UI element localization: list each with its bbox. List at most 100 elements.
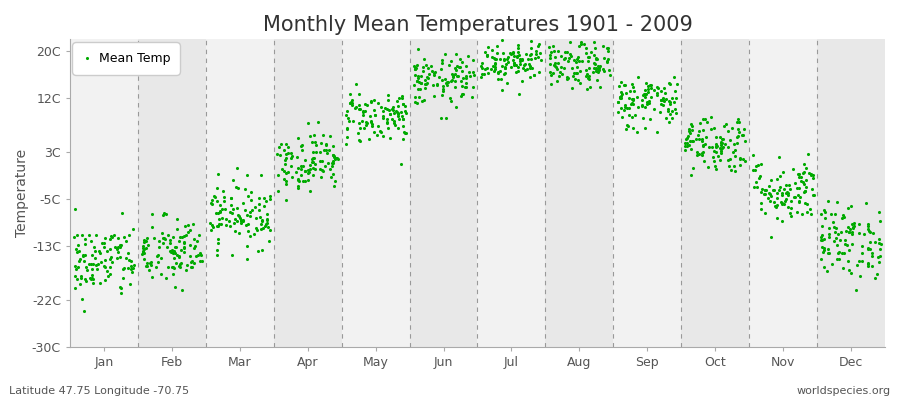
Mean Temp [161,264,176,270]
Mean Temp [656,95,670,101]
Mean Temp [738,138,752,144]
Mean Temp [762,183,777,190]
Mean Temp [253,214,267,220]
Mean Temp [758,191,772,197]
Mean Temp [841,204,855,211]
Mean Temp [680,140,694,146]
Mean Temp [124,263,139,269]
Mean Temp [303,166,318,172]
Mean Temp [730,119,744,125]
Mean Temp [307,132,321,138]
Mean Temp [792,185,806,192]
Mean Temp [823,250,837,256]
Mean Temp [284,163,298,169]
Mean Temp [380,106,394,112]
Mean Temp [668,106,682,112]
Mean Temp [271,188,285,195]
Mean Temp [226,177,240,183]
Mean Temp [664,95,679,102]
Mean Temp [99,248,113,254]
Mean Temp [438,76,453,82]
Mean Temp [738,157,752,164]
Mean Temp [710,153,724,159]
Mean Temp [534,57,548,63]
Mean Temp [763,197,778,204]
Mean Temp [772,172,787,179]
Mean Temp [669,110,683,116]
Mean Temp [371,100,385,107]
Mean Temp [166,234,180,240]
Mean Temp [850,262,864,268]
Mean Temp [792,198,806,204]
Mean Temp [695,138,709,144]
Mean Temp [390,109,404,115]
Mean Temp [778,182,793,188]
Mean Temp [312,166,327,172]
Mean Temp [238,207,252,214]
Mean Temp [243,232,257,239]
Mean Temp [364,118,378,125]
Mean Temp [655,102,670,108]
Mean Temp [580,71,594,78]
Mean Temp [488,64,502,70]
Mean Temp [832,237,847,244]
Mean Temp [74,274,88,281]
Mean Temp [547,63,562,69]
Mean Temp [822,230,836,237]
Mean Temp [115,210,130,216]
Mean Temp [686,164,700,171]
Mean Temp [551,48,565,54]
Mean Temp [243,208,257,215]
Mean Temp [589,56,603,62]
Mean Temp [546,62,561,68]
Mean Temp [797,169,812,176]
Mean Temp [762,190,777,197]
Mean Temp [583,84,598,90]
Mean Temp [872,259,886,266]
Mean Temp [734,131,749,138]
Mean Temp [381,115,395,122]
Mean Temp [388,122,402,128]
Mean Temp [716,145,730,151]
Mean Temp [169,244,184,250]
Mean Temp [662,111,677,118]
Mean Temp [554,64,569,70]
Mean Temp [418,77,432,83]
Mean Temp [560,76,574,83]
Mean Temp [707,163,722,169]
Mean Temp [680,133,695,140]
Mean Temp [799,176,814,183]
Mean Temp [296,163,310,169]
Mean Temp [386,106,400,113]
Mean Temp [770,214,784,221]
Mean Temp [211,240,225,246]
Mean Temp [234,218,248,225]
Mean Temp [187,236,202,242]
Mean Temp [518,60,532,67]
Mean Temp [368,112,382,118]
Mean Temp [637,91,652,98]
Mean Temp [410,78,424,85]
Mean Temp [713,133,727,140]
Mean Temp [515,56,529,62]
Mean Temp [425,68,439,74]
Mean Temp [644,94,658,100]
Mean Temp [839,228,853,234]
Mean Temp [304,159,319,165]
Mean Temp [513,56,527,62]
Mean Temp [709,133,724,140]
Mean Temp [104,233,119,239]
Mean Temp [447,71,462,78]
Mean Temp [207,192,221,199]
Mean Temp [580,58,595,64]
Mean Temp [410,100,425,106]
Mean Temp [136,249,150,255]
Mean Temp [500,56,514,63]
Mean Temp [446,72,460,79]
Mean Temp [163,240,177,247]
Mean Temp [392,124,406,131]
Mean Temp [366,129,381,135]
Mean Temp [475,71,490,78]
Mean Temp [526,72,541,78]
Mean Temp [363,112,377,119]
